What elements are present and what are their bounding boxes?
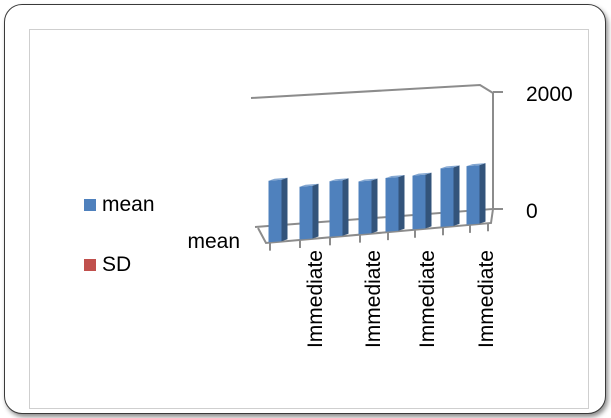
legend-swatch-mean: [84, 199, 96, 211]
mean-bar-side: [342, 178, 349, 236]
mean-bar-side: [425, 172, 432, 229]
category-label: Immediate: [416, 250, 439, 348]
category-label: Immediate: [304, 250, 327, 348]
value-tick-label: 2000: [526, 83, 573, 106]
category-label: Immediate: [362, 250, 385, 348]
top-wall-edge: [250, 83, 494, 99]
bars: [268, 163, 486, 243]
depth-axis-label: mean: [187, 230, 240, 253]
mean-bar: [412, 174, 426, 230]
legend-item-sd: SD: [84, 253, 131, 277]
mean-bar: [299, 185, 313, 240]
labels: 0 2000 mean Immediate Immediate Immediate Imme…: [187, 83, 572, 348]
mean-bar-side: [371, 178, 378, 234]
value-tick-label: 0: [526, 200, 538, 223]
mean-bar-top: [440, 165, 460, 169]
mean-bar: [358, 180, 372, 235]
mean-bar-side: [281, 177, 288, 242]
mean-bar-side: [312, 183, 319, 239]
legend-swatch-sd: [84, 259, 96, 271]
mean-bar-top: [412, 172, 432, 176]
mean-bar-top: [268, 177, 288, 181]
mean-bar-top: [329, 178, 349, 182]
mean-bar: [466, 165, 480, 225]
mean-bar-top: [466, 163, 486, 167]
mean-bar-top: [385, 174, 405, 178]
mean-bar-side: [479, 163, 486, 224]
mean-bar-top: [299, 183, 319, 187]
legend-item-mean: mean: [84, 193, 155, 217]
floor-edge: [257, 208, 494, 245]
mean-bar: [385, 176, 399, 232]
legend-label-sd: SD: [102, 253, 132, 276]
mean-bar: [440, 167, 454, 227]
mean-bar-side: [453, 165, 460, 226]
category-label: Immediate: [475, 250, 498, 348]
mean-bar: [268, 179, 282, 243]
mean-bar-top: [358, 178, 378, 182]
legend-label-mean: mean: [102, 193, 155, 216]
mean-bar: [329, 180, 343, 237]
mean-bar-side: [398, 174, 405, 231]
